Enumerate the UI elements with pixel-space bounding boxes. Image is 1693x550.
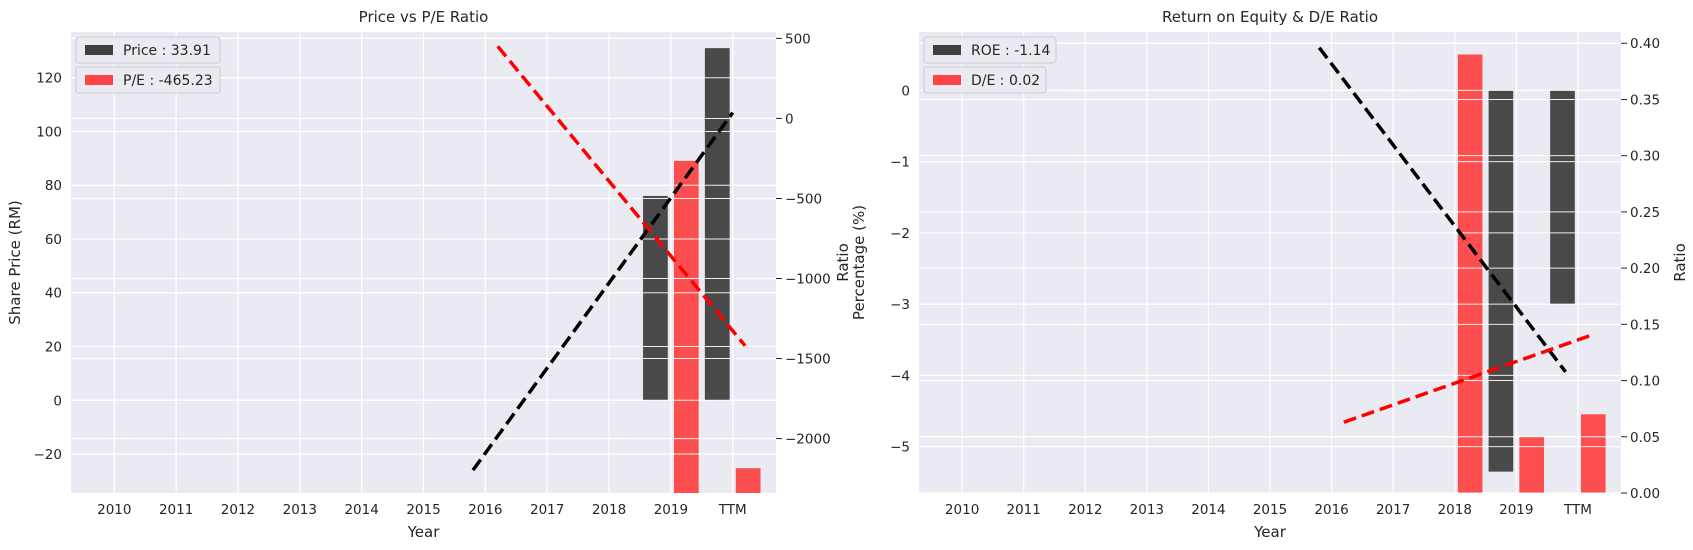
y-tick-label: −3	[890, 297, 910, 313]
y-tick-label: 120	[36, 71, 62, 87]
x-tick-label: 2015	[1253, 502, 1287, 518]
y2-tick-label: −500	[785, 191, 822, 207]
y2-tick-label: 0.35	[1630, 92, 1660, 108]
x-tick-label: 2016	[1314, 502, 1348, 518]
x-tick-label: 2018	[1438, 502, 1472, 518]
y-ticks: −5 −4 −3 −2 −1 0	[890, 83, 910, 455]
legend: Price : 33.91 P/E : -465.23	[75, 36, 221, 94]
bar-roe-2019	[1488, 90, 1514, 472]
roe-de-chart: 2010 2011 2012 2013 2014 2015 2016 2017 2018 2019…	[850, 8, 1689, 541]
x-tick-label: 2019	[1499, 502, 1533, 518]
x-tick-label: 2011	[159, 502, 193, 518]
x-tick-label: 2010	[945, 502, 979, 518]
x-axis-label: Year	[1253, 523, 1287, 541]
bar-d-e-ttm	[1580, 414, 1606, 493]
bar-p-e-2019	[673, 160, 699, 493]
bars	[919, 42, 1621, 494]
y-tick-label: 0	[901, 83, 910, 99]
y-tick-label: 20	[45, 340, 62, 356]
legend-box-2	[923, 66, 1047, 94]
trendline-primary	[1317, 46, 1567, 373]
x-tick-label: TTM	[1563, 502, 1592, 518]
trendlines	[1317, 46, 1591, 424]
y2-ticks: 0.00 0.05 0.10 0.15 0.20 0.25 0.30 0.35 0.40	[1621, 36, 1660, 502]
x-tick-label: 2017	[530, 502, 564, 518]
y2-tick-label: 0.20	[1630, 261, 1660, 277]
bar-price-ttm	[704, 48, 730, 401]
y2-tick-label: 0.40	[1630, 36, 1660, 52]
y2-tick-label: −1500	[785, 352, 831, 368]
bar-roe-ttm	[1550, 90, 1575, 305]
y-tick-label: −2	[890, 226, 910, 242]
y-tick-label: −4	[890, 368, 910, 384]
x-tick-label: 2010	[97, 502, 131, 518]
y2-tick-label: 500	[785, 31, 811, 47]
legend-label-2: D/E : 0.02	[971, 73, 1040, 89]
bar-d-e-2018	[1457, 54, 1483, 494]
x-tick-label: 2011	[1007, 502, 1041, 518]
y-tick-label: 80	[45, 178, 62, 194]
x-tick-label: TTM	[718, 502, 747, 518]
y-axis-label: Percentage (%)	[850, 205, 868, 320]
x-tick-label: 2012	[1068, 502, 1102, 518]
legend-label-1: Price : 33.91	[123, 43, 211, 59]
y2-tick-label: −2000	[785, 432, 831, 448]
x-tick-label: 2015	[406, 502, 440, 518]
y2-tick-label: 0.30	[1630, 149, 1660, 165]
y-tick-label: 40	[45, 286, 62, 302]
y2-ticks: −2000 −1500 −1000 −500 0 500	[776, 31, 831, 448]
y2-axis-label: Ratio	[834, 243, 852, 282]
x-tick-label: 2012	[221, 502, 255, 518]
y2-tick-label: 0.15	[1630, 317, 1660, 333]
trendline-secondary	[1343, 333, 1591, 424]
chart-title: Return on Equity & D/E Ratio	[1162, 8, 1378, 26]
x-tick-label: 2013	[1130, 502, 1164, 518]
y2-tick-label: 0.25	[1630, 205, 1660, 221]
y-tick-label: 0	[53, 393, 62, 409]
trendlines	[471, 45, 747, 472]
x-tick-label: 2016	[468, 502, 502, 518]
legend-box-1	[75, 36, 221, 64]
x-tick-label: 2018	[592, 502, 626, 518]
legend-label-1: ROE : -1.14	[971, 43, 1051, 59]
y2-axis-label: Ratio	[1671, 243, 1689, 282]
legend-label-2: P/E : -465.23	[123, 73, 213, 89]
legend-swatch-2	[933, 75, 961, 85]
y-tick-label: −5	[890, 440, 910, 456]
legend-swatch-1	[85, 45, 113, 55]
bar-d-e-2019	[1519, 436, 1545, 493]
legend-box-2	[75, 66, 221, 94]
bar-p-e-ttm	[735, 468, 761, 493]
x-tick-label: 2013	[283, 502, 317, 518]
y2-tick-label: −1000	[785, 272, 831, 288]
x-axis-label: Year	[407, 523, 441, 541]
legend-swatch-1	[933, 45, 961, 55]
x-ticks: 2010 2011 2012 2013 2014 2015 2016 2017 2018 2019…	[97, 502, 747, 518]
legend-swatch-2	[85, 75, 113, 85]
y-tick-label: 60	[45, 232, 62, 248]
x-tick-label: 2019	[654, 502, 688, 518]
x-ticks: 2010 2011 2012 2013 2014 2015 2016 2017 2018 2019…	[945, 502, 1592, 518]
y-tick-label: −1	[890, 155, 910, 171]
y-tick-label: −20	[34, 447, 63, 463]
trendline-secondary	[496, 45, 747, 347]
legend: ROE : -1.14 D/E : 0.02	[923, 36, 1057, 94]
x-tick-label: 2014	[1191, 502, 1225, 518]
y-tick-label: 100	[36, 124, 62, 140]
x-tick-label: 2017	[1376, 502, 1410, 518]
x-tick-label: 2014	[344, 502, 378, 518]
chart-title: Price vs P/E Ratio	[359, 8, 489, 26]
y-ticks: −20 0 20 40 60 80 100 120	[34, 71, 63, 463]
y-axis-label: Share Price (RM)	[6, 200, 24, 324]
legend-box-1	[923, 36, 1057, 64]
y2-tick-label: 0	[785, 111, 794, 127]
y2-tick-label: 0.00	[1630, 486, 1660, 502]
trendline-primary	[471, 111, 735, 472]
y2-tick-label: 0.05	[1630, 430, 1660, 446]
y2-tick-label: 0.10	[1630, 374, 1660, 390]
price-pe-chart: 2010 2011 2012 2013 2014 2015 2016 2017 2018 2019…	[6, 8, 852, 541]
